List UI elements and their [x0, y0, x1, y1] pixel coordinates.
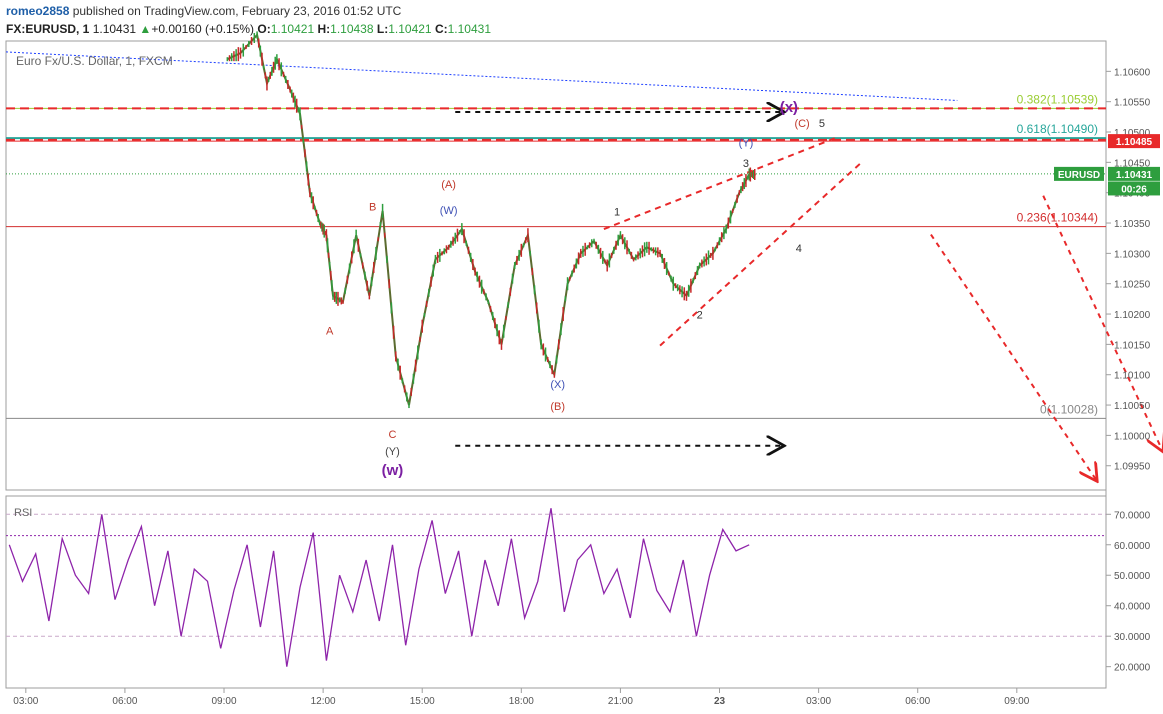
projection-arrow	[930, 233, 1096, 480]
price-tick-label: 1.10450	[1114, 158, 1151, 169]
time-tick-label: 09:00	[1004, 696, 1029, 707]
rsi-tick-label: 30.0000	[1114, 632, 1151, 643]
price-tick-label: 1.10250	[1114, 280, 1151, 291]
price-tick-label: 1.10150	[1114, 340, 1151, 351]
price-tick-label: 1.10350	[1114, 219, 1151, 230]
time-tick-label: 12:00	[311, 696, 336, 707]
wave-label: A	[326, 326, 334, 338]
price-tick-label: 1.10000	[1114, 431, 1151, 442]
wave-label: (w)	[382, 462, 404, 479]
wave-label: (A)	[441, 179, 456, 191]
price-tick-label: 1.10200	[1114, 310, 1151, 321]
fib-level-label: 0.382(1.10539)	[1017, 92, 1098, 106]
wave-label: 5	[819, 118, 825, 130]
trend-line	[5, 51, 958, 101]
time-tick-label: 15:00	[410, 696, 435, 707]
trend-line	[659, 161, 863, 347]
price-tick-label: 1.10550	[1114, 98, 1151, 109]
rsi-title: RSI	[14, 507, 32, 519]
price-tick-label: 1.10100	[1114, 371, 1151, 382]
price-tag-bg	[1108, 166, 1160, 181]
rsi-line	[8, 508, 750, 667]
wave-label: (x)	[780, 99, 798, 116]
fib-level-label: 0.236(1.10344)	[1017, 211, 1098, 225]
wave-label: 2	[697, 309, 703, 321]
time-tick-label: 21:00	[608, 696, 633, 707]
rsi-tick-label: 70.0000	[1114, 510, 1151, 521]
price-tag-bg	[1108, 181, 1160, 196]
wave-label: 3	[743, 158, 749, 170]
wave-label: C	[389, 429, 397, 441]
low-value: 1.10421	[388, 22, 432, 36]
price-tick-label: 1.10600	[1114, 67, 1151, 78]
trend-line	[603, 137, 836, 231]
symbol-header: FX:EURUSD, 1 1.10431 ▲+0.00160 (+0.15%) …	[6, 22, 492, 36]
rsi-tick-label: 40.0000	[1114, 602, 1151, 613]
fib-level-label: 0.618(1.10490)	[1017, 122, 1098, 136]
price-tick-label: 1.10300	[1114, 249, 1151, 260]
wave-label: 4	[796, 243, 802, 255]
publish-info: published on TradingView.com, February 2…	[69, 4, 402, 18]
open-value: 1.10421	[270, 22, 315, 36]
price-tag: EURUSD	[1058, 170, 1100, 181]
wave-label: (W)	[440, 205, 458, 217]
price-tag: 1.10485	[1116, 137, 1153, 148]
time-tick-label: 23	[714, 696, 726, 707]
fib-level-label: 0(1.10028)	[1040, 402, 1098, 416]
rsi-tick-label: 60.0000	[1114, 541, 1151, 552]
wave-label: (B)	[550, 401, 565, 413]
high-value: 1.10438	[330, 22, 374, 36]
price-line	[226, 32, 756, 406]
time-tick-label: 06:00	[905, 696, 930, 707]
time-tick-label: 03:00	[806, 696, 831, 707]
wave-label: (X)	[550, 379, 565, 391]
time-tick-label: 06:00	[112, 696, 137, 707]
time-tick-label: 09:00	[212, 696, 237, 707]
price-tag: 00:26	[1121, 184, 1147, 195]
change-arrow-icon: ▲	[139, 22, 152, 36]
price-change: +0.00160 (+0.15%)	[151, 22, 255, 36]
price-tick-label: 1.09950	[1114, 462, 1151, 473]
rsi-pane-frame	[5, 495, 1107, 689]
wave-label: (C)	[794, 118, 809, 130]
price-tick-label: 1.10050	[1114, 401, 1151, 412]
wave-label: (Y)	[739, 138, 754, 150]
price-tag-bg	[1054, 166, 1104, 181]
time-tick-label: 03:00	[13, 696, 38, 707]
symbol-name: FX:EURUSD, 1	[6, 22, 90, 36]
price-tick-label: 1.10500	[1114, 128, 1151, 139]
wave-label: 1	[614, 207, 620, 219]
publish-header: romeo2858 published on TradingView.com, …	[6, 4, 401, 18]
wave-label: (Y)	[385, 446, 400, 458]
author-link[interactable]: romeo2858	[6, 4, 70, 18]
rsi-tick-label: 50.0000	[1114, 571, 1151, 582]
price-tag-bg	[1108, 134, 1160, 149]
rsi-tick-label: 20.0000	[1114, 663, 1151, 674]
close-value: 1.10431	[447, 22, 492, 36]
chart-title: Euro Fx/U.S. Dollar, 1, FXCM	[16, 54, 173, 68]
wave-label: B	[369, 201, 376, 213]
time-tick-label: 18:00	[509, 696, 534, 707]
price-tag: 1.10431	[1116, 170, 1153, 181]
projection-arrow	[1042, 195, 1163, 450]
last-price: 1.10431	[92, 22, 137, 36]
